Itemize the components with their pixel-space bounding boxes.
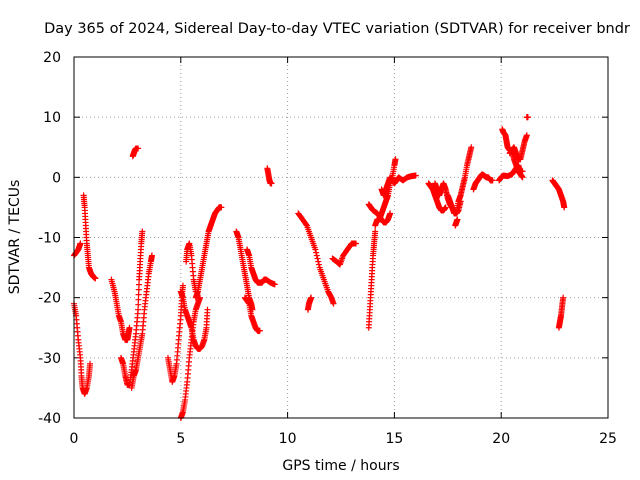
data-point-marker [271,281,278,288]
data-point-marker [315,258,322,265]
data-point-marker [179,282,186,289]
data-point-marker [412,172,419,179]
y-tick-label: -30 [38,351,61,367]
data-point-marker [135,286,142,293]
data-point-marker [268,180,275,187]
x-tick-label: 25 [599,431,617,447]
data-point-marker [330,300,337,307]
y-tick-label: -10 [38,231,61,247]
data-point-marker [519,174,526,181]
data-point-marker [218,204,225,211]
data-point-marker [148,252,155,259]
y-tick-label: -40 [38,411,61,427]
data-point-marker [315,261,322,268]
data-point-marker [468,144,475,151]
data-point-marker [392,156,399,163]
data-point-marker [312,246,319,253]
data-point-marker [77,240,84,247]
x-tick-label: 0 [70,431,79,447]
plot-frame [73,56,609,419]
data-point-marker [135,301,142,308]
data-point-marker [387,210,394,217]
data-point-marker [560,294,567,301]
data-point-marker [313,252,320,259]
data-point-marker [92,275,99,282]
data-point-marker [135,281,142,288]
data-point-marker [135,291,142,298]
data-point-marker [561,204,568,211]
x-tick-label: 10 [279,431,297,447]
data-point-marker [372,228,379,235]
x-tick-label: 15 [385,431,403,447]
x-axis-label: GPS time / hours [282,458,399,474]
tick-layer: 0 5 10 15 20 25 -40 -30 -20 -10 0 10 20 [38,50,617,447]
grid-layer [74,57,608,418]
chart-title: Day 365 of 2024, Sidereal Day-to-day VTE… [44,21,630,37]
data-point-marker [523,132,530,139]
data-point-marker [442,204,449,211]
data-point-marker [489,177,496,184]
data-point-marker [135,296,142,303]
marker-layer [71,114,568,421]
x-tick-label: 5 [176,431,185,447]
y-tick-label: 20 [43,50,61,66]
y-tick-label: 10 [43,110,61,126]
data-point-marker [87,360,94,367]
data-point-marker [308,294,315,301]
y-tick-label: -20 [38,291,61,307]
data-point-marker [135,145,142,152]
data-point-marker [204,306,211,313]
data-point-marker [313,249,320,256]
data-point-marker [352,240,359,247]
data-point-marker [135,306,142,313]
data-point-marker [314,255,321,262]
data-point-marker [303,221,310,228]
data-point-marker [524,114,531,121]
y-axis-label: SDTVAR / TECUs [7,180,23,295]
data-point-marker [126,324,133,331]
data-point-marker [139,228,146,235]
data-point-marker [454,216,461,223]
y-tick-label: 0 [52,170,61,186]
data-point-marker [256,327,263,334]
x-tick-label: 20 [492,431,510,447]
